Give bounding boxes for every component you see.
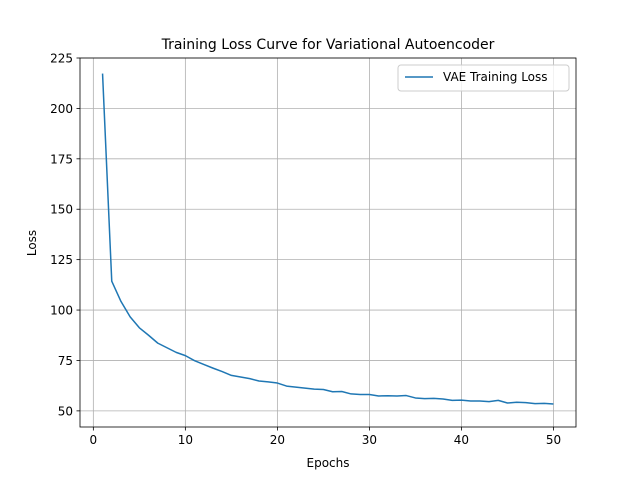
y-tick-label: 125 xyxy=(50,253,73,267)
x-tick-label: 30 xyxy=(362,433,377,447)
y-tick-label: 200 xyxy=(50,102,73,116)
x-axis-label: Epochs xyxy=(307,456,350,470)
x-tick-label: 10 xyxy=(178,433,193,447)
x-tick-label: 20 xyxy=(270,433,285,447)
y-tick-label: 75 xyxy=(58,354,73,368)
plot-area-frame xyxy=(79,57,577,428)
series-line-vae-training-loss xyxy=(101,73,554,405)
y-tick-label: 175 xyxy=(50,152,73,166)
y-tick-label: 225 xyxy=(50,52,73,66)
series-layer xyxy=(101,73,554,405)
legend: VAE Training Loss xyxy=(397,64,570,92)
x-tick-label: 40 xyxy=(454,433,469,447)
x-tick-label: 50 xyxy=(546,433,561,447)
y-axis-label: Loss xyxy=(25,230,39,256)
legend-box xyxy=(397,64,570,92)
chart-title: Training Loss Curve for Variational Auto… xyxy=(161,37,495,53)
y-tick-label: 100 xyxy=(50,304,73,318)
y-tick-label: 150 xyxy=(50,203,73,217)
legend-label-vae-training-loss: VAE Training Loss xyxy=(443,70,548,84)
x-tick-label: 0 xyxy=(90,433,98,447)
y-tick-label: 50 xyxy=(58,404,73,418)
axis-ticks: 0 10 20 30 40 50 50 75 100 125 150 175 200 225 xyxy=(50,52,561,448)
